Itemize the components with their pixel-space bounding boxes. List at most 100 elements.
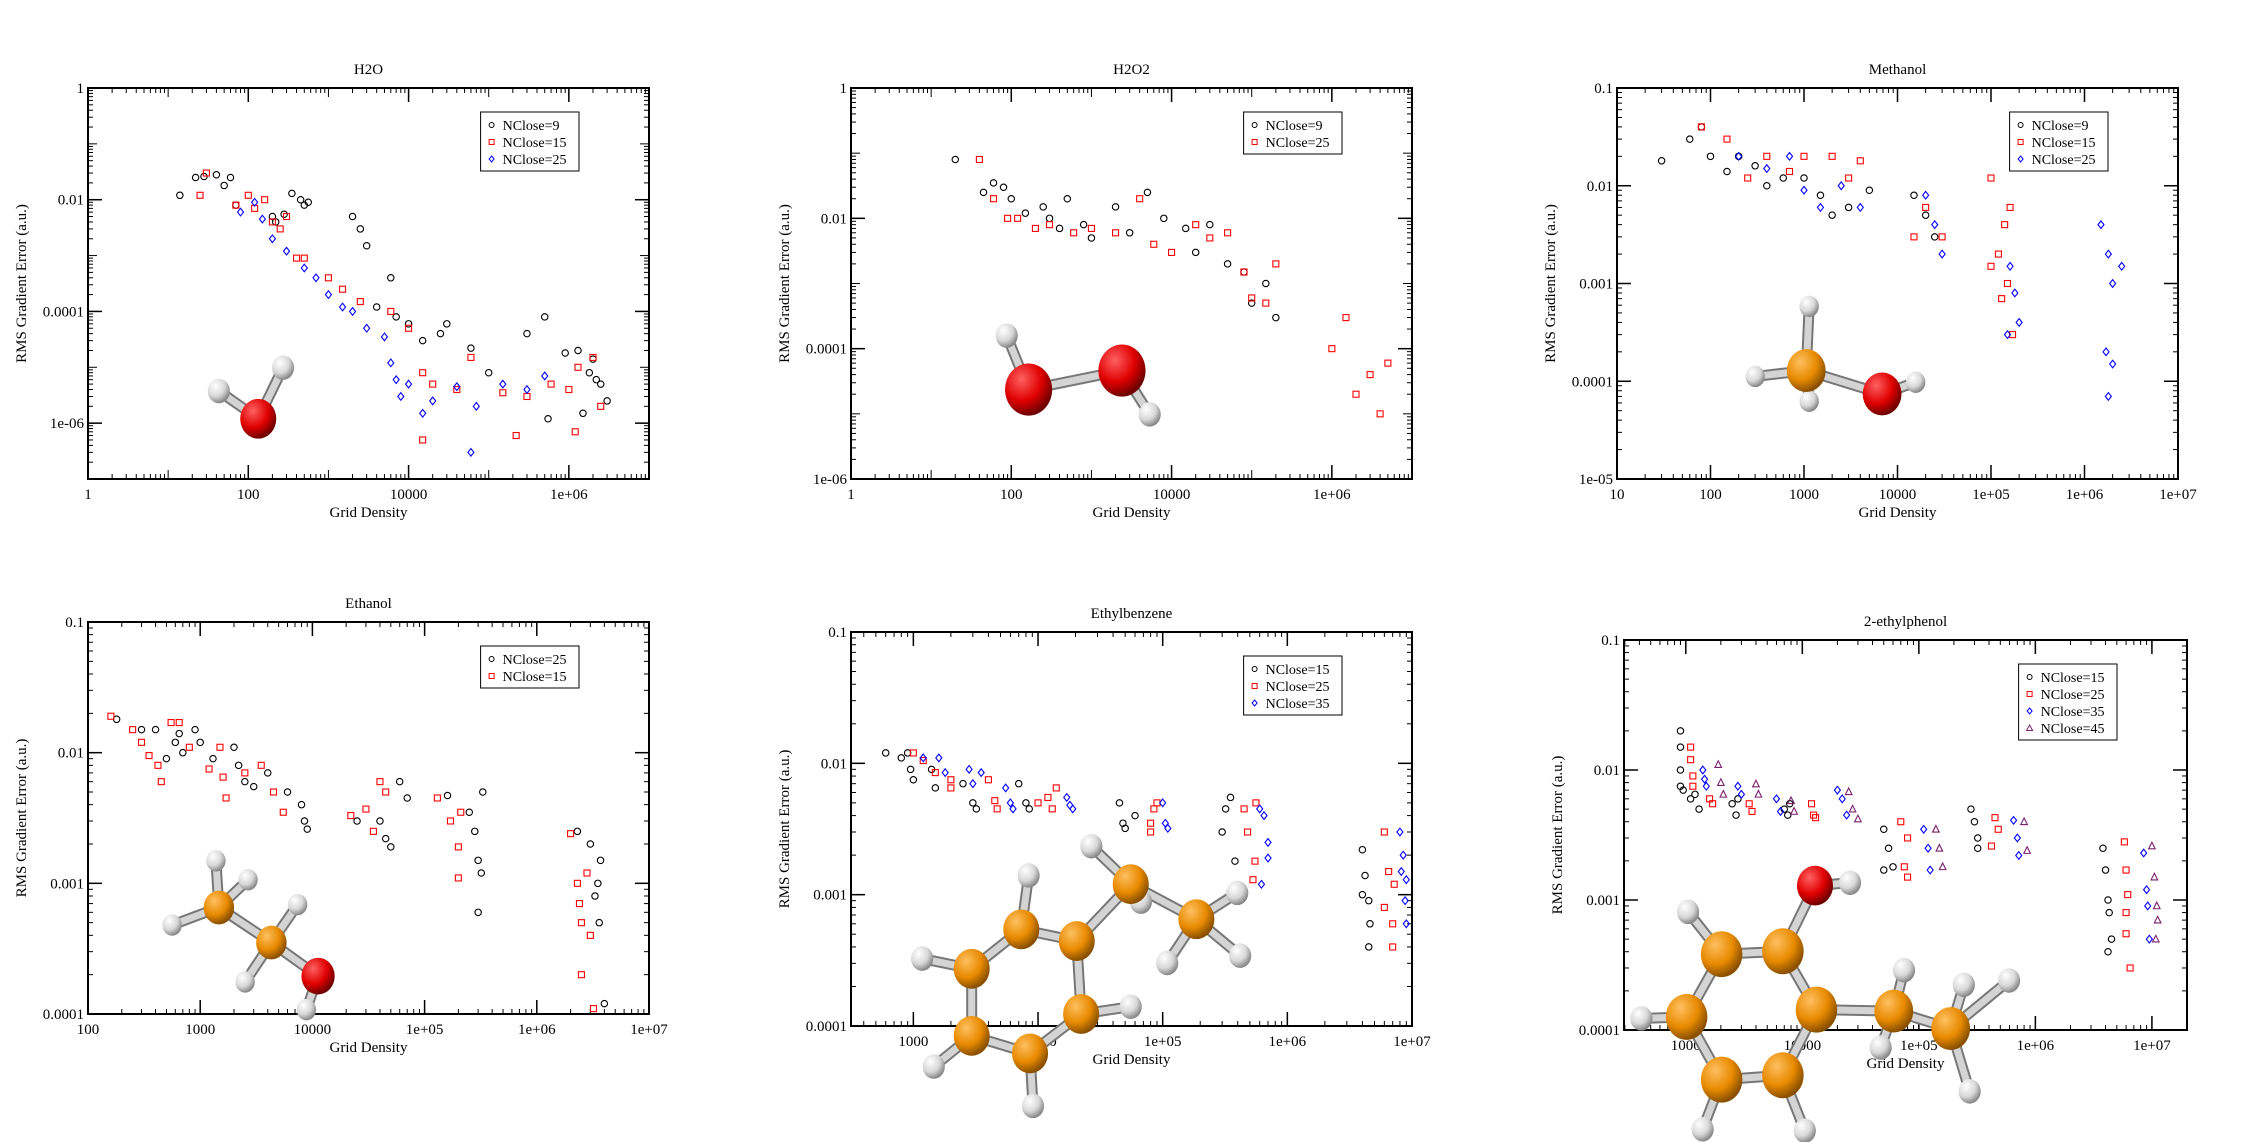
- x-tick-label: 1e+06: [518, 1022, 556, 1038]
- data-point: [2104, 896, 2112, 904]
- data-point: [595, 918, 603, 927]
- data-point: [541, 371, 549, 381]
- legend-marker: [488, 656, 495, 662]
- chart-title: Ethylbenzene: [1091, 606, 1173, 622]
- data-point: [1257, 879, 1266, 889]
- data-point: [220, 181, 228, 190]
- data-point: [1206, 220, 1214, 229]
- x-tick-label: 10: [1610, 487, 1625, 503]
- data-point: [1679, 786, 1687, 794]
- data-point: [577, 971, 585, 979]
- data-point: [129, 726, 137, 734]
- data-point: [991, 797, 999, 805]
- x-tick-label: 1e+07: [2159, 487, 2197, 503]
- data-point: [137, 725, 146, 734]
- data-point: [303, 825, 312, 833]
- data-point: [1772, 794, 1781, 804]
- data-point: [2009, 815, 2018, 826]
- data-point: [1009, 804, 1017, 814]
- data-point: [296, 195, 305, 204]
- data-point: [202, 169, 210, 177]
- data-point: [499, 389, 507, 397]
- data-point: [1904, 873, 1912, 881]
- y-tick-label: 0.01: [821, 211, 847, 227]
- data-point: [1845, 174, 1853, 182]
- data-point: [931, 769, 939, 777]
- data-point: [2108, 278, 2117, 289]
- legend-marker: [1251, 699, 1258, 707]
- data-point: [1889, 863, 1897, 871]
- data-point: [1935, 843, 1944, 852]
- data-point: [947, 784, 955, 792]
- data-point: [989, 195, 998, 203]
- data-point: [312, 273, 320, 283]
- series-nclose-25: [975, 155, 1392, 418]
- data-point: [324, 289, 333, 300]
- data-point: [972, 805, 981, 813]
- data-point: [1987, 842, 1996, 850]
- data-point: [1376, 410, 1384, 418]
- data-point: [324, 274, 332, 282]
- data-point: [2124, 891, 2132, 899]
- data-point: [2022, 845, 2032, 854]
- data-point: [1714, 759, 1723, 768]
- data-point: [951, 155, 960, 164]
- legend-marker: [2026, 691, 2033, 697]
- legend-label: NClose=15: [503, 670, 567, 685]
- data-point: [906, 765, 915, 774]
- data-point: [472, 401, 481, 412]
- series-nclose-15: [1676, 727, 2116, 956]
- legend-label: NClose=9: [2032, 119, 2089, 134]
- x-axis-label: Grid Density: [1093, 505, 1171, 521]
- data-point: [1723, 167, 1731, 176]
- data-point: [1366, 371, 1374, 379]
- y-tick-label: 0.1: [1601, 633, 1620, 649]
- data-point: [2104, 249, 2113, 259]
- data-point: [241, 769, 249, 777]
- data-point: [2104, 391, 2113, 402]
- data-point: [1358, 890, 1367, 899]
- data-point: [249, 782, 258, 791]
- y-tick-label: 0.01: [1587, 179, 1613, 195]
- data-point: [216, 743, 224, 751]
- data-point: [1031, 224, 1039, 232]
- data-point: [137, 738, 146, 746]
- data-point: [935, 753, 943, 763]
- legend-label: NClose=15: [2032, 136, 2096, 151]
- legend-marker: [488, 673, 495, 679]
- data-point: [2145, 934, 2154, 944]
- data-point: [154, 761, 162, 769]
- data-point: [1706, 152, 1715, 161]
- data-point: [1828, 152, 1836, 160]
- legend-label: NClose=9: [1266, 119, 1323, 134]
- data-point: [1158, 798, 1167, 808]
- chart-methanol: 10 100 1000 10000 1e+05 1e+06 1e+07 0.1 0.01 0.00…: [1543, 62, 2197, 521]
- data-point: [1931, 219, 1939, 230]
- data-point: [574, 363, 582, 371]
- data-point: [969, 799, 977, 807]
- data-point: [372, 303, 381, 311]
- data-point: [282, 212, 291, 221]
- data-point: [457, 808, 465, 816]
- data-point: [1763, 163, 1771, 174]
- data-point: [1853, 813, 1863, 823]
- data-point: [477, 869, 486, 877]
- data-point: [403, 794, 411, 802]
- chart-ethanol: 100 1000 10000 1e+05 1e+06 1e+07 0.1 0.01 0.001 0…: [14, 596, 668, 1056]
- y-tick-label: 0.0001: [43, 304, 84, 320]
- data-point: [244, 191, 252, 199]
- data-point: [1249, 876, 1257, 884]
- data-point: [395, 777, 404, 786]
- data-point: [1748, 807, 1756, 815]
- data-point: [2097, 219, 2105, 230]
- data-point: [1358, 845, 1367, 854]
- data-point: [1689, 772, 1697, 780]
- data-point: [1910, 233, 1918, 241]
- data-point: [1361, 871, 1369, 880]
- data-point: [931, 784, 940, 792]
- data-point: [276, 225, 284, 233]
- data-point: [1365, 943, 1373, 951]
- data-point: [2139, 848, 2148, 858]
- data-point: [897, 754, 906, 762]
- data-point: [1967, 805, 1975, 813]
